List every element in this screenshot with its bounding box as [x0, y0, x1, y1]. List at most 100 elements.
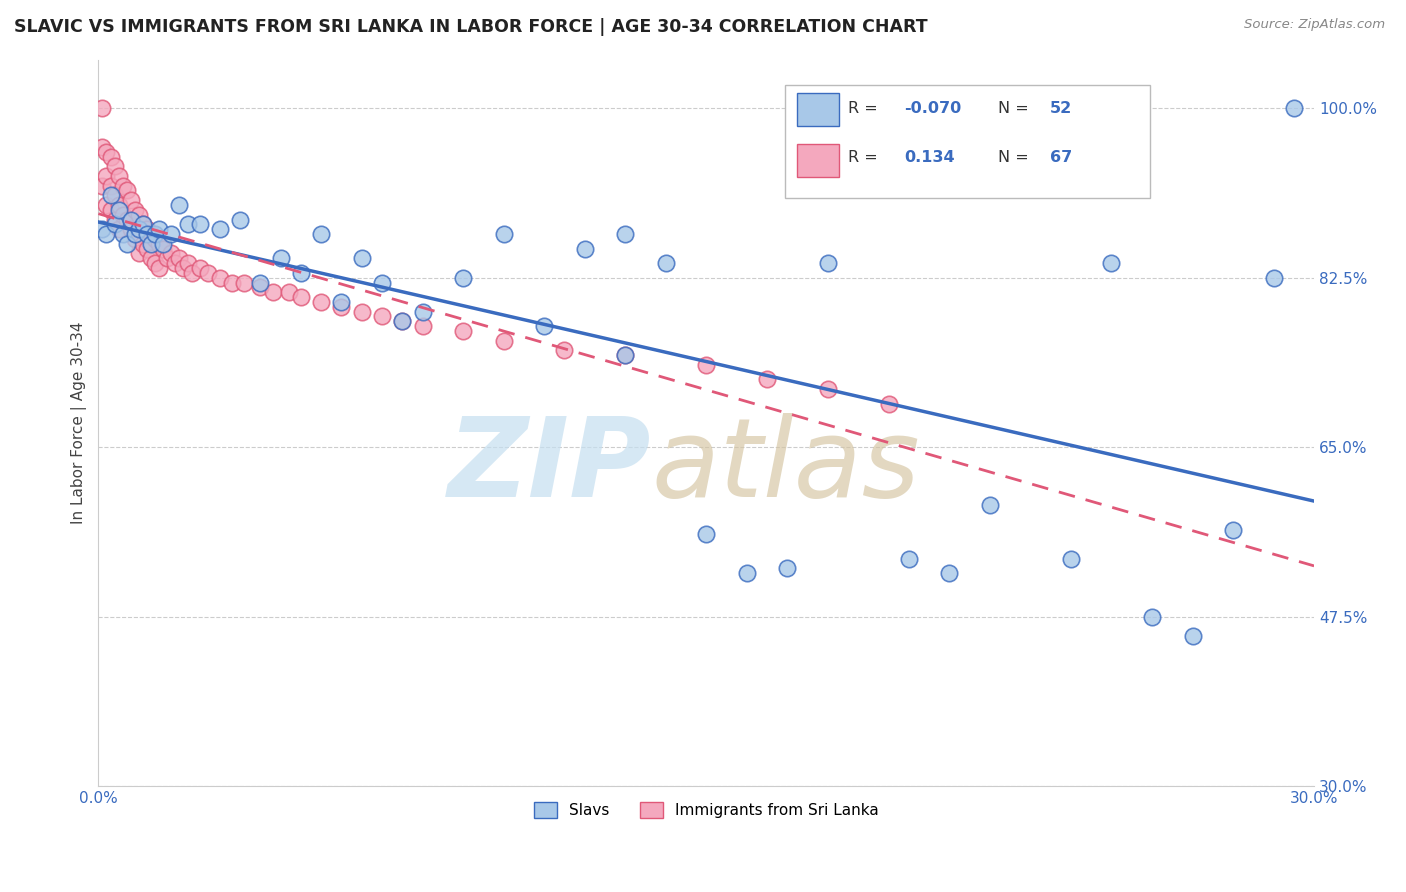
Point [451, 324, 474, 338]
Text: R =: R = [848, 101, 879, 116]
Point [371, 276, 394, 290]
Point [1101, 256, 1123, 270]
Point [350, 304, 373, 318]
Point [1222, 523, 1244, 537]
Text: 0.134: 0.134 [904, 150, 955, 165]
Point [172, 260, 194, 275]
Text: SLAVIC VS IMMIGRANTS FROM SRI LANKA IN LABOR FORCE | AGE 30-34 CORRELATION CHART: SLAVIC VS IMMIGRANTS FROM SRI LANKA IN L… [14, 18, 928, 36]
Text: N =: N = [998, 150, 1029, 165]
Text: R =: R = [848, 150, 879, 165]
Text: Source: ZipAtlas.com: Source: ZipAtlas.com [1244, 18, 1385, 31]
Point [176, 256, 198, 270]
Point [103, 218, 125, 232]
Point [107, 222, 129, 236]
Point [103, 188, 125, 202]
Point [111, 178, 134, 193]
Point [614, 348, 637, 362]
Point [391, 314, 413, 328]
Point [132, 236, 155, 251]
Point [412, 319, 434, 334]
Point [91, 140, 114, 154]
Point [262, 285, 284, 300]
Point [100, 178, 122, 193]
Point [100, 149, 122, 163]
Point [1140, 610, 1163, 624]
Point [169, 252, 191, 266]
Point [143, 232, 166, 246]
Point [249, 280, 271, 294]
Point [124, 227, 146, 241]
Point [91, 222, 114, 236]
Point [221, 276, 243, 290]
Point [91, 101, 114, 115]
Point [309, 294, 332, 309]
Point [143, 256, 166, 270]
Point [180, 266, 202, 280]
Point [96, 145, 118, 159]
Point [148, 222, 170, 236]
Point [115, 236, 138, 251]
Legend: Slavs, Immigrants from Sri Lanka: Slavs, Immigrants from Sri Lanka [526, 795, 886, 826]
Point [817, 382, 839, 396]
Point [120, 222, 142, 236]
Point [96, 227, 118, 241]
Point [553, 343, 575, 358]
Point [132, 218, 155, 232]
Point [938, 566, 960, 581]
Point [735, 566, 758, 581]
Point [128, 227, 150, 241]
Point [208, 270, 231, 285]
Point [100, 202, 122, 217]
Point [103, 159, 125, 173]
Point [103, 212, 125, 227]
Text: atlas: atlas [651, 413, 920, 520]
Point [100, 188, 122, 202]
Point [96, 198, 118, 212]
Point [695, 527, 717, 541]
Text: -0.070: -0.070 [904, 101, 962, 116]
Point [107, 169, 129, 183]
Point [96, 169, 118, 183]
Point [1060, 551, 1083, 566]
Point [233, 276, 256, 290]
Point [188, 260, 211, 275]
Point [115, 183, 138, 197]
Point [654, 256, 676, 270]
Point [290, 266, 312, 280]
Point [309, 227, 332, 241]
Point [756, 372, 779, 386]
Point [91, 178, 114, 193]
Point [152, 236, 174, 251]
Point [1282, 101, 1305, 115]
Point [533, 319, 555, 334]
FancyBboxPatch shape [797, 93, 839, 127]
Point [492, 334, 515, 348]
Text: 67: 67 [1050, 150, 1073, 165]
Point [120, 193, 142, 207]
Text: 52: 52 [1050, 101, 1073, 116]
Point [143, 227, 166, 241]
Point [776, 561, 799, 575]
Point [412, 304, 434, 318]
Point [139, 227, 162, 241]
Point [451, 270, 474, 285]
Point [1181, 629, 1204, 643]
Point [249, 276, 271, 290]
Point [124, 232, 146, 246]
FancyBboxPatch shape [797, 144, 839, 178]
Point [330, 300, 353, 314]
Point [176, 218, 198, 232]
Point [107, 198, 129, 212]
Point [208, 222, 231, 236]
Point [132, 218, 155, 232]
Point [165, 256, 187, 270]
Point [124, 202, 146, 217]
Point [229, 212, 252, 227]
Point [128, 246, 150, 260]
Point [128, 208, 150, 222]
Point [330, 294, 353, 309]
Point [1263, 270, 1285, 285]
Point [115, 212, 138, 227]
Point [148, 260, 170, 275]
Point [614, 227, 637, 241]
